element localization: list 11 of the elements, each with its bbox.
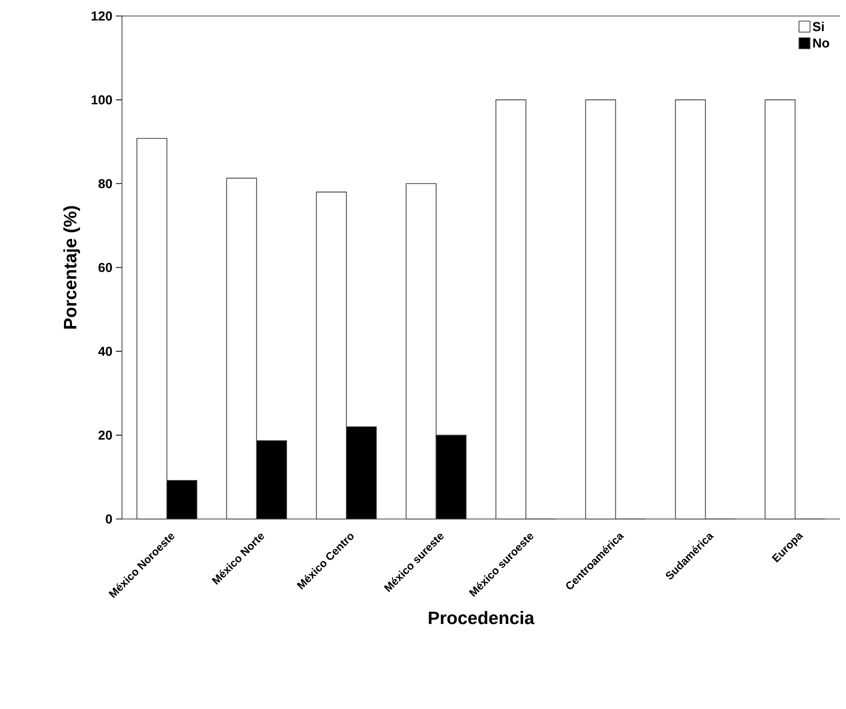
y-axis-title: Porcentaje (%) [63,206,80,329]
x-axis-title: Procedencia [428,611,534,624]
legend-label: Si [812,22,824,32]
y-tick-label: 0 [106,514,112,524]
y-tick-label: 120 [92,11,112,21]
y-tick-label: 20 [98,430,112,440]
legend-label: No [813,38,830,48]
y-tick-label: 40 [98,346,112,356]
y-tick-label: 100 [92,95,112,104]
y-tick-label: 60 [98,262,112,272]
y-tick-label: 80 [98,179,112,188]
